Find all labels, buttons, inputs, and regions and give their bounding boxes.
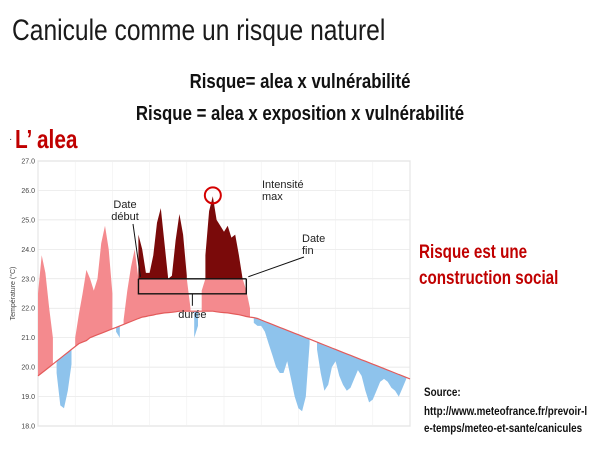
y-tick-label: 21.0 [21,335,35,342]
y-axis-label: Température (°C) [9,267,17,321]
y-tick-label: 19.0 [21,394,35,401]
area-above-normal [201,278,250,318]
bullet-dot: · [9,134,13,145]
formula-risk-alea-vulnerability: Risque= alea x vulnérabilité [189,71,411,93]
max-intensity-label: Intensité max [262,179,304,203]
source-url: http://www.meteofrance.fr/prevoir-le-tem… [424,404,588,435]
area-above-normal [75,225,113,347]
normal-temperature-curve [37,310,411,380]
y-tick-label: 27.0 [21,159,35,166]
start-leader-line [132,223,141,277]
chart-baseline [37,310,411,380]
area-below-normal [194,311,198,338]
y-tick-label: 25.0 [21,217,35,224]
start-date-label-line: Date [113,199,136,211]
start-date-label-line: début [111,211,139,223]
end-date-label-line: Date [302,233,325,245]
chart-y-axis: 18.0 19.0 20.0 21.0 22.0 23.0 24.0 25.0 26.0 27.0… [9,159,35,431]
chart-areas [38,196,407,412]
slide-title: Canicule comme un risque naturel [12,14,386,47]
max-intensity-circle [203,186,222,205]
area-above-normal [123,249,191,325]
end-leader-line [248,256,305,278]
y-tick-label: 18.0 [21,424,35,431]
area-heatwave-peak [205,196,243,279]
area-below-normal [253,317,310,412]
y-tick-label: 22.0 [21,306,35,313]
area-heatwave-peak [138,208,187,279]
duration-label: durée [178,309,206,321]
area-above-normal [38,255,53,376]
risk-social-construction-note: Risque est une construction social [419,242,559,289]
y-tick-label: 26.0 [21,188,35,195]
max-intensity-label-line: max [262,191,283,203]
area-below-normal [116,325,120,338]
max-intensity-label-line: Intensité [262,179,304,191]
source-label: Source: [424,385,461,399]
alea-heading: L’ alea [15,124,78,154]
area-below-normal [317,342,407,403]
temperature-heatwave-chart: 18.0 19.0 20.0 21.0 22.0 23.0 24.0 25.0 26.0 27.0… [9,159,411,431]
y-tick-label: 24.0 [21,247,35,254]
end-date-label: Date fin [302,233,325,257]
end-date-label-line: fin [302,245,314,257]
y-tick-label: 23.0 [21,276,35,283]
y-tick-label: 20.0 [21,365,35,372]
start-date-label: Date début [111,199,139,223]
formula-risk-alea-exposure-vulnerability: Risque = alea x exposition x vulnérabili… [135,103,465,125]
area-below-normal [56,349,72,409]
